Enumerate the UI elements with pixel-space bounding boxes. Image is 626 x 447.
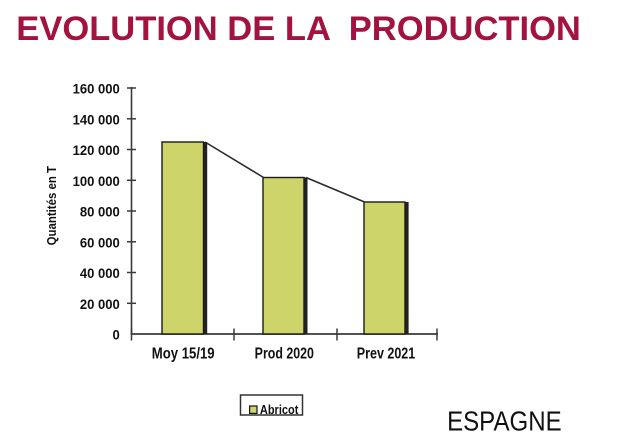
svg-text:Abricot: Abricot: [260, 403, 299, 417]
svg-text:120 000: 120 000: [73, 143, 121, 159]
svg-text:Prod 2020: Prod 2020: [255, 344, 314, 362]
svg-text:20 000: 20 000: [80, 296, 120, 312]
svg-text:Quantités en T: Quantités en T: [44, 166, 59, 246]
svg-text:ESPAGNE: ESPAGNE: [447, 407, 562, 437]
svg-text:80 000: 80 000: [80, 204, 120, 220]
svg-text:140 000: 140 000: [73, 112, 121, 128]
svg-text:Prev 2021: Prev 2021: [357, 344, 416, 362]
svg-text:0: 0: [113, 327, 121, 343]
svg-text:100 000: 100 000: [73, 173, 121, 189]
svg-text:60 000: 60 000: [80, 235, 120, 251]
svg-text:160 000: 160 000: [73, 81, 121, 97]
svg-text:EVOLUTION DE LA PRODUCTION: EVOLUTION DE LA PRODUCTION: [16, 10, 581, 48]
svg-text:40 000: 40 000: [80, 266, 120, 282]
svg-text:Moy 15/19: Moy 15/19: [152, 346, 215, 363]
